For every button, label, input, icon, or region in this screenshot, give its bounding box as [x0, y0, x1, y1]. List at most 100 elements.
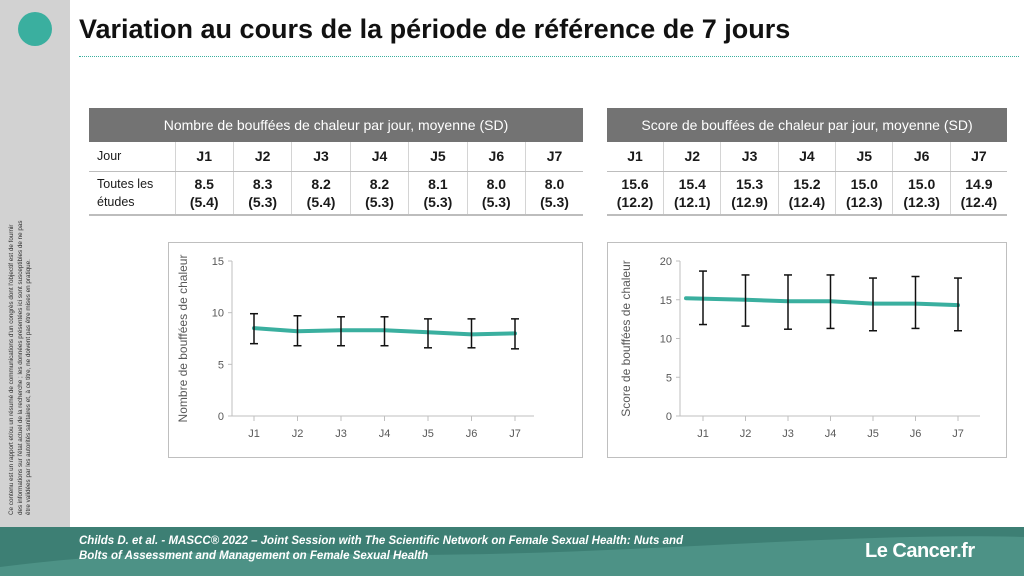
- sd-value: (12.3): [903, 193, 940, 210]
- day-cell: J3: [291, 142, 351, 172]
- disclaimer-text: Ce contenu est un rapport et/ou un résum…: [8, 220, 32, 515]
- x-tick-label: J3: [335, 428, 347, 440]
- y-tick-label: 20: [660, 256, 672, 268]
- day-cell: J1: [174, 142, 234, 172]
- value-cell: 14.9 (12.4): [949, 171, 1007, 216]
- sd-value: (5.3): [248, 193, 278, 210]
- mean-value: 15.4: [678, 175, 706, 192]
- day-cell: J3: [720, 142, 779, 172]
- x-tick-label: J7: [509, 428, 521, 440]
- sd-value: (12.9): [731, 193, 768, 210]
- brand-circle-logo: [18, 12, 52, 46]
- chart-hot-flash-count: 0 5 10 15 J1 J2 J3 J4 J5 J6 J7 Nombre de bouffées d…: [168, 242, 583, 458]
- line-chart-count: 0 5 10 15 J1 J2 J3 J4 J5 J6 J7 Nombre de bouffées d…: [176, 255, 534, 440]
- day-cell: J7: [949, 142, 1007, 172]
- sd-value: (12.4): [960, 193, 998, 210]
- value-cell: 15.2 (12.4): [777, 171, 836, 216]
- day-cell: J5: [408, 142, 468, 172]
- mean-value: 8.0: [486, 175, 507, 192]
- sd-value: (12.2): [616, 193, 654, 210]
- sd-value: (5.3): [423, 193, 453, 210]
- sd-value: (5.3): [540, 193, 569, 210]
- day-cell: J2: [663, 142, 721, 172]
- sd-value: (12.1): [673, 193, 711, 210]
- mean-value: 15.0: [850, 175, 878, 192]
- citation-text: Childs D. et al. - MASCC® 2022 – Joint S…: [79, 535, 684, 562]
- y-tick-label: 5: [218, 359, 224, 371]
- left-sidebar: [0, 0, 70, 527]
- mean-value: 8.3: [252, 175, 273, 192]
- table-hot-flash-score: Score de bouffées de chaleur par jour, m…: [607, 108, 1007, 216]
- chart-hot-flash-score: 0 5 10 15 20 J1 J2 J3 J4 J5 J6 J7 Score de bouffées …: [607, 242, 1007, 458]
- value-cell: 8.3 (5.3): [232, 171, 292, 216]
- day-cell: J7: [525, 142, 583, 172]
- day-cell: J6: [466, 142, 526, 172]
- value-cell: 8.0 (5.3): [466, 171, 526, 216]
- value-cell: 15.6 (12.2): [607, 171, 664, 216]
- x-tick-label: J5: [422, 428, 434, 440]
- value-cell: 15.3 (12.9): [720, 171, 779, 216]
- y-tick-label: 15: [660, 295, 672, 307]
- sd-value: (5.3): [481, 193, 511, 210]
- sd-value: (5.4): [189, 193, 219, 210]
- value-cell: 8.5 (5.4): [174, 171, 234, 216]
- table-header: Nombre de bouffées de chaleur par jour, …: [89, 108, 583, 142]
- x-tick-label: J4: [825, 428, 837, 440]
- mean-value: 15.2: [793, 175, 821, 192]
- y-tick-label: 0: [666, 411, 672, 423]
- mean-value: 8.1: [428, 175, 448, 192]
- x-tick-label: J7: [952, 428, 964, 440]
- y-tick-label: 5: [666, 372, 672, 384]
- sd-value: (12.3): [845, 193, 883, 210]
- brand-logo-text: Le Cancer.fr: [865, 540, 975, 562]
- sd-value: (5.3): [365, 193, 394, 210]
- y-axis-label: Nombre de bouffées de chaleur: [176, 255, 190, 423]
- x-tick-label: J3: [782, 428, 794, 440]
- value-cell: 15.0 (12.3): [835, 171, 893, 216]
- sd-value: (5.4): [306, 193, 336, 210]
- x-tick-label: J2: [740, 428, 752, 440]
- value-cell: 8.1 (5.3): [408, 171, 468, 216]
- mean-value: 8.2: [311, 175, 331, 192]
- value-cell: 15.4 (12.1): [663, 171, 721, 216]
- day-cell: J1: [607, 142, 664, 172]
- mean-value: 8.5: [194, 175, 214, 192]
- page-title: Variation au cours de la période de réfé…: [79, 14, 791, 44]
- title-divider: [79, 56, 1019, 57]
- day-cell: J6: [892, 142, 951, 172]
- mean-value: 14.9: [965, 175, 993, 192]
- x-tick-label: J1: [248, 428, 260, 440]
- y-tick-label: 10: [660, 334, 672, 346]
- row-label-all-studies: Toutes les études: [89, 171, 175, 216]
- x-tick-label: J5: [867, 428, 879, 440]
- y-tick-label: 10: [212, 308, 224, 320]
- value-cell: 8.2 (5.3): [349, 171, 409, 216]
- table-header: Score de bouffées de chaleur par jour, m…: [607, 108, 1007, 142]
- x-tick-label: J2: [292, 428, 304, 440]
- mean-value: 15.0: [908, 175, 936, 192]
- mean-value: 8.2: [369, 175, 390, 192]
- y-tick-label: 15: [212, 256, 224, 268]
- day-cell: J4: [777, 142, 836, 172]
- sd-value: (12.4): [788, 193, 826, 210]
- footer-wave-decoration: [0, 527, 1024, 567]
- x-tick-label: J4: [379, 428, 391, 440]
- mean-value: 8.0: [544, 175, 565, 192]
- x-tick-label: J1: [697, 428, 709, 440]
- footer-band: [0, 527, 1024, 576]
- table-hot-flash-count: Nombre de bouffées de chaleur par jour, …: [89, 108, 583, 216]
- mean-value: 15.6: [621, 175, 649, 192]
- day-cell: J2: [232, 142, 292, 172]
- value-cell: 15.0 (12.3): [892, 171, 951, 216]
- x-tick-label: J6: [466, 428, 478, 440]
- line-chart-score: 0 5 10 15 20 J1 J2 J3 J4 J5 J6 J7 Score de bouffées …: [619, 256, 980, 440]
- y-axis-label: Score de bouffées de chaleur: [619, 260, 633, 417]
- series-line: [684, 296, 960, 308]
- x-tick-label: J6: [910, 428, 922, 440]
- row-label-day: Jour: [89, 142, 175, 172]
- day-cell: J4: [349, 142, 409, 172]
- y-tick-label: 0: [218, 411, 224, 423]
- day-cell: J5: [835, 142, 893, 172]
- value-cell: 8.0 (5.3): [525, 171, 583, 216]
